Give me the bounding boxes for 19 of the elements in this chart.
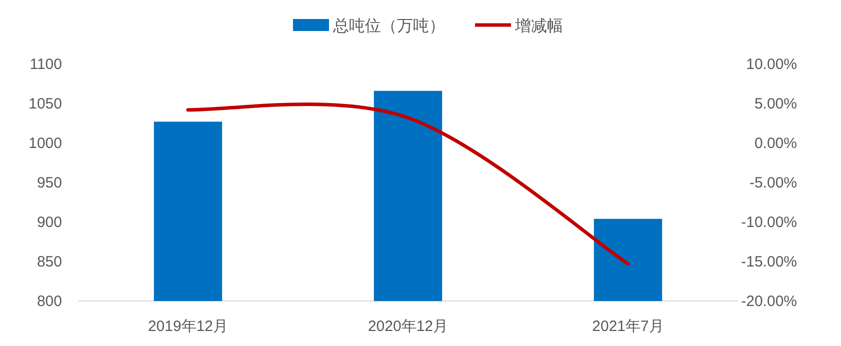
x-tick-label: 2020年12月 xyxy=(368,318,448,335)
y-tick-label: 1050 xyxy=(28,96,62,112)
y-tick-label: 900 xyxy=(36,214,62,231)
y2-tick-label: 0.00% xyxy=(754,135,797,152)
x-tick-label: 2021年7月 xyxy=(592,318,664,335)
y2-tick-label: 5.00% xyxy=(754,96,797,112)
y-tick-label: 1100 xyxy=(30,56,62,73)
y2-tick-label: -15.00% xyxy=(741,254,797,270)
y2-tick-label: -20.00% xyxy=(741,293,797,310)
y-tick-label: 800 xyxy=(36,293,62,310)
y2-tick-label: -5.00% xyxy=(749,174,797,192)
legend-label: 总吨位（万吨） xyxy=(332,17,445,35)
y2-tick-label: 10.00% xyxy=(746,56,797,73)
y-tick-label: 850 xyxy=(36,254,62,270)
x-tick-label: 2019年12月 xyxy=(148,318,228,335)
y2-tick-label: -10.00% xyxy=(741,214,797,231)
legend-label: 增减幅 xyxy=(514,17,563,35)
y-tick-label: 950 xyxy=(36,174,62,192)
y-tick-label: 1000 xyxy=(28,135,62,152)
